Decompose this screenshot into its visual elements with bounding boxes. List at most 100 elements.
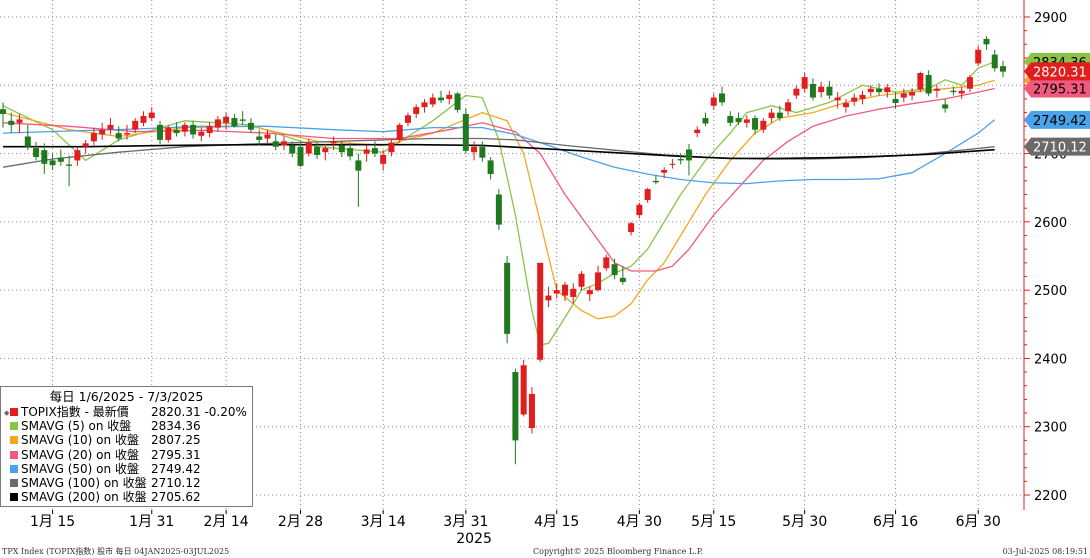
candle-body (314, 146, 321, 155)
candle (297, 142, 304, 168)
candle (644, 187, 651, 203)
candle-body (347, 148, 354, 157)
candle-body (487, 160, 494, 175)
candle-body (148, 112, 155, 119)
legend-title: 每日 1/6/2025 - 7/3/2025 (49, 389, 204, 404)
candle-body (785, 102, 792, 112)
candle-body (396, 124, 403, 140)
x-tick-label: 2月 28 (278, 514, 323, 530)
candle-body (231, 118, 238, 127)
candle-body (876, 88, 883, 93)
candle (586, 286, 593, 302)
candle (322, 144, 329, 161)
candle (752, 115, 759, 135)
candle-body (958, 90, 965, 94)
x-tick-label: 2月 14 (204, 514, 249, 530)
last-value-badges: 2834.362807.252795.312820.312749.422710.… (1024, 52, 1090, 156)
x-tick-label: 5月 30 (782, 514, 827, 530)
candle-body (652, 180, 659, 183)
candle (636, 202, 643, 219)
candle-body (247, 122, 254, 130)
candle (140, 111, 147, 127)
candle (190, 120, 197, 139)
candle (380, 150, 387, 171)
legend-series-value: 2834.36 (151, 419, 201, 434)
candle-body (933, 88, 940, 91)
candle (305, 138, 312, 157)
legend-swatch (10, 422, 18, 431)
candle-body (719, 93, 726, 103)
candle (421, 98, 428, 113)
candle-body (57, 157, 64, 162)
badge-value: 2795.31 (1033, 82, 1087, 97)
candle (834, 92, 841, 109)
candle-body (537, 262, 544, 360)
badge-shape (1024, 79, 1090, 98)
candlesticks (0, 36, 1006, 465)
candle-body (206, 126, 213, 134)
candle-body (462, 113, 469, 151)
candle-body (132, 120, 139, 130)
candle-body (991, 54, 998, 69)
candle (115, 126, 122, 142)
legend-row: SMAVG (20) on 收盤 2795.31 (5, 448, 248, 462)
last-value-badge: 2749.42 (1024, 110, 1090, 129)
candle-body (694, 129, 701, 134)
candle-body (429, 97, 436, 105)
candle-body (330, 141, 337, 144)
footer-copyright: Copyright© 2025 Bloomberg Finance L.P. (533, 547, 703, 556)
candle (49, 153, 56, 170)
candle-body (677, 159, 684, 161)
candle-body (107, 124, 114, 130)
candle-body (586, 290, 593, 295)
candle-body (181, 124, 188, 132)
x-tick-label: 1月 31 (129, 514, 174, 530)
last-value-badge: 2710.12 (1024, 137, 1090, 156)
candle-body (404, 115, 411, 123)
legend-series-value: 2749.42 (151, 461, 201, 476)
legend-swatch (10, 493, 18, 502)
badge-shape (1024, 137, 1090, 156)
candle-body (727, 116, 734, 123)
x-tick-label: 3月 31 (443, 514, 488, 530)
candle-body (41, 150, 48, 164)
candle-body (140, 116, 147, 123)
y-tick-label: 2900 (1034, 11, 1067, 26)
candle (16, 113, 23, 134)
candle (561, 281, 568, 302)
legend-swatch (10, 479, 18, 488)
candle (768, 108, 775, 123)
candle (603, 254, 610, 272)
candle (371, 141, 378, 157)
candle-body (165, 127, 172, 140)
legend-series-value: 2705.62 (151, 490, 201, 505)
badge-shape (1024, 110, 1090, 129)
candle (793, 85, 800, 99)
candle (966, 75, 973, 93)
candle (801, 72, 808, 93)
candle (537, 262, 544, 362)
candle-body (446, 94, 453, 99)
candle-body (272, 141, 279, 147)
candle-body (834, 97, 841, 101)
last-value-badge: 2820.31 (1024, 62, 1090, 81)
candle-body (66, 164, 73, 166)
candle (198, 127, 205, 142)
legend-series-name: SMAVG (200) on 收盤 (21, 490, 147, 505)
candle (619, 266, 626, 285)
candle (859, 90, 866, 105)
candle (41, 143, 48, 175)
candle (719, 86, 726, 106)
candle-body (975, 49, 982, 64)
candle-body (421, 102, 428, 108)
candle-body (338, 145, 345, 153)
candle (338, 141, 345, 157)
candle (685, 144, 692, 176)
candle (272, 134, 279, 151)
candle-body (256, 136, 263, 140)
candle-body (380, 154, 387, 164)
legend-swatch (10, 436, 18, 445)
candle (74, 146, 81, 166)
candle (900, 88, 907, 103)
candle (743, 115, 750, 128)
